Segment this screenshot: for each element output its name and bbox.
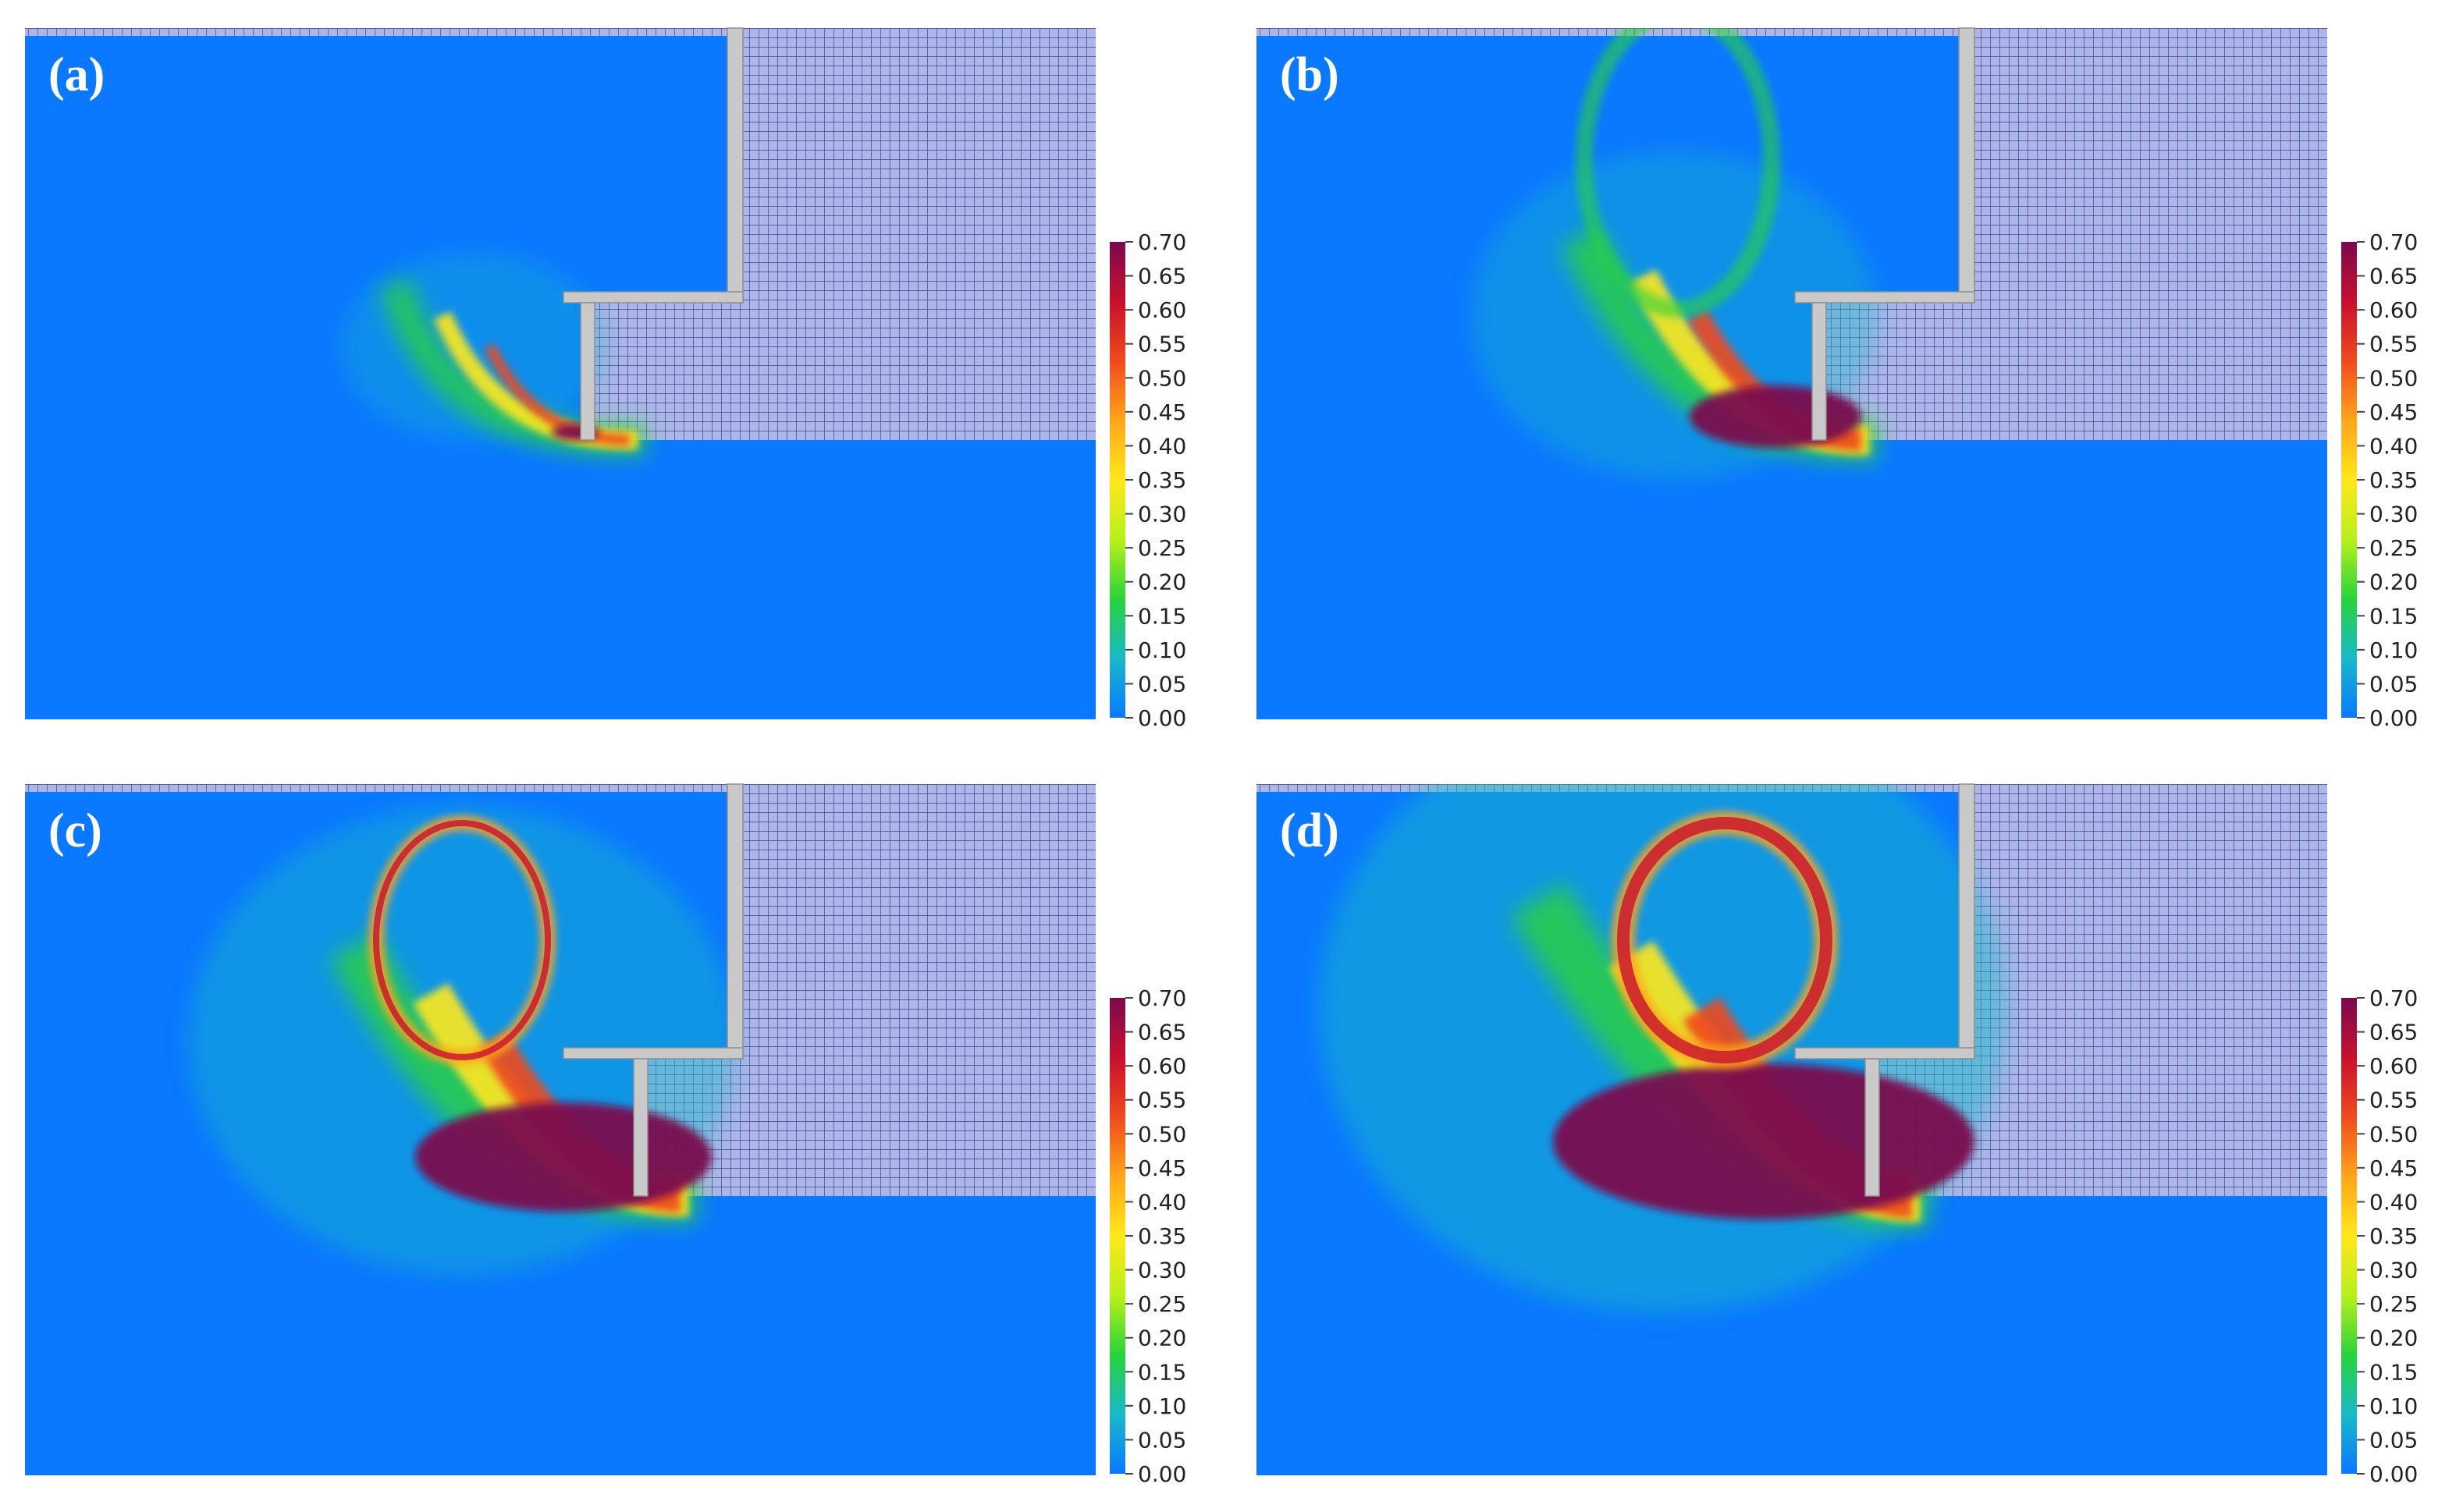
colorbar-tick-label: 0.20 [2369, 570, 2418, 595]
colorbar-tick-label: 0.05 [1138, 1427, 1186, 1453]
colorbar-tick-label: 0.50 [1138, 1121, 1186, 1147]
colorbar-tick-label: 0.25 [1138, 1291, 1186, 1317]
colorbar-tick-label: 0.05 [2369, 1427, 2418, 1453]
panel-label: (a) [48, 48, 105, 101]
soil-mesh [1256, 28, 2327, 440]
colorbar-tick-label: 0.70 [1138, 985, 1186, 1011]
colorbar-tick-label: 0.40 [1138, 1189, 1186, 1215]
colorbar-tick-label: 0.20 [2369, 1326, 2418, 1351]
colorbar-tick-label: 0.45 [1138, 399, 1186, 425]
colorbar-tick-label: 0.00 [2369, 1461, 2418, 1487]
colorbar-tick-label: 0.15 [1138, 1359, 1186, 1385]
structure [563, 783, 744, 1197]
structure [1794, 27, 1975, 441]
colorbar-tick-label: 0.40 [1138, 433, 1186, 459]
colorbar-tick-label: 0.70 [2369, 229, 2418, 255]
colorbar-tick-label: 0.55 [2369, 332, 2418, 357]
colorbar-tick-label: 0.30 [1138, 1258, 1186, 1283]
colorbar-tick-label: 0.35 [1138, 1223, 1186, 1249]
colorbar-tick-label: 0.35 [2369, 467, 2418, 493]
colorbar-tick-label: 0.10 [2369, 1393, 2418, 1419]
structure [1794, 783, 1975, 1197]
colorbar-tick-label: 0.65 [2369, 264, 2418, 289]
colorbar-tick-label: 0.45 [2369, 399, 2418, 425]
colorbar: 0.70 0.65 0.60 0.55 0.50 0.45 0.40 0.35 0.30 0.25… [2341, 985, 2418, 1487]
colorbar-tick-label: 0.05 [2369, 671, 2418, 697]
colorbar-tick-label: 0.70 [2369, 985, 2418, 1011]
colorbar-tick-label: 0.55 [2369, 1088, 2418, 1113]
colorbar: 0.70 0.65 0.60 0.55 0.50 0.45 0.40 0.35 0.30 0.25… [2341, 229, 2418, 731]
colorbar-tick-label: 0.25 [1138, 535, 1186, 561]
colorbar-tick-label: 0.30 [2369, 502, 2418, 527]
colorbar-tick-label: 0.00 [2369, 705, 2418, 731]
flow-intensity [1471, 28, 1878, 479]
colorbar-tick-label: 0.60 [1138, 297, 1186, 323]
colorbar-tick-label: 0.35 [1138, 467, 1186, 493]
panel-d: (d) 0.70 0.65 0.60 0.55 0.50 0.45 0.40 0.35 0.30 0… [1232, 756, 2463, 1512]
colorbar-tick-label: 0.15 [2369, 603, 2418, 629]
colorbar-tick-label: 0.60 [2369, 1053, 2418, 1079]
colorbar-tick-label: 0.40 [2369, 433, 2418, 459]
colorbar-tick-label: 0.50 [2369, 365, 2418, 391]
panel-svg: (b)0.700.650.600.550.500.450.400.350.300… [1256, 27, 2418, 731]
colorbar-tick-label: 0.65 [1138, 264, 1186, 289]
panel-a: (a) 0.70 0.65 0.60 0.55 0.50 0.45 0.40 0.35 0.30 0… [0, 0, 1232, 756]
panel-label: (c) [48, 804, 102, 857]
flow-intensity [189, 806, 735, 1274]
colorbar-tick-label: 0.00 [1138, 705, 1186, 731]
colorbar-tick-label: 0.25 [2369, 535, 2418, 561]
colorbar-tick-label: 0.10 [2369, 637, 2418, 663]
colorbar-tick-label: 0.70 [1138, 229, 1186, 255]
colorbar: 0.70 0.65 0.60 0.55 0.50 0.45 0.40 0.35 0.30 0.25… [1110, 985, 1186, 1487]
colorbar-tick-label: 0.60 [2369, 297, 2418, 323]
colorbar-tick-label: 0.05 [1138, 671, 1186, 697]
colorbar-tick-label: 0.25 [2369, 1291, 2418, 1317]
colorbar-tick-label: 0.30 [2369, 1258, 2418, 1283]
colorbar-tick-label: 0.55 [1138, 332, 1186, 357]
panel-svg: (d)0.700.650.600.550.500.450.400.350.300… [1256, 783, 2418, 1487]
colorbar: 0.70 0.65 0.60 0.55 0.50 0.45 0.40 0.35 0.30 0.25… [1110, 229, 1186, 731]
colorbar-tick-label: 0.60 [1138, 1053, 1186, 1079]
panel-label: (d) [1280, 804, 1339, 857]
panel-label: (b) [1280, 48, 1339, 101]
colorbar-tick-label: 0.35 [2369, 1223, 2418, 1249]
colorbar-tick-label: 0.50 [2369, 1121, 2418, 1147]
soil-mesh [25, 28, 1096, 440]
colorbar-tick-label: 0.45 [1138, 1155, 1186, 1181]
colorbar-tick-label: 0.20 [1138, 1326, 1186, 1351]
panel-svg: (c)0.700.650.600.550.500.450.400.350.300… [25, 783, 1186, 1487]
colorbar-tick-label: 0.45 [2369, 1155, 2418, 1181]
colorbar-tick-label: 0.30 [1138, 502, 1186, 527]
colorbar-tick-label: 0.65 [1138, 1020, 1186, 1045]
panel-b: (b) 0.70 0.65 0.60 0.55 0.50 0.45 0.40 0.35 0.30 0… [1232, 0, 2463, 756]
colorbar-tick-label: 0.65 [2369, 1020, 2418, 1045]
panel-c: (c) 0.70 0.65 0.60 0.55 0.50 0.45 0.40 0.35 0.30 0… [0, 756, 1232, 1512]
colorbar-tick-label: 0.15 [1138, 603, 1186, 629]
colorbar-tick-label: 0.15 [2369, 1359, 2418, 1385]
colorbar-tick-label: 0.20 [1138, 570, 1186, 595]
structure [563, 27, 744, 441]
colorbar-tick-label: 0.40 [2369, 1189, 2418, 1215]
colorbar-tick-label: 0.10 [1138, 1393, 1186, 1419]
panel-svg: (a)0.700.650.600.550.500.450.400.350.300… [25, 27, 1186, 731]
colorbar-tick-label: 0.50 [1138, 365, 1186, 391]
colorbar-tick-label: 0.55 [1138, 1088, 1186, 1113]
colorbar-tick-label: 0.10 [1138, 637, 1186, 663]
colorbar-tick-label: 0.00 [1138, 1461, 1186, 1487]
